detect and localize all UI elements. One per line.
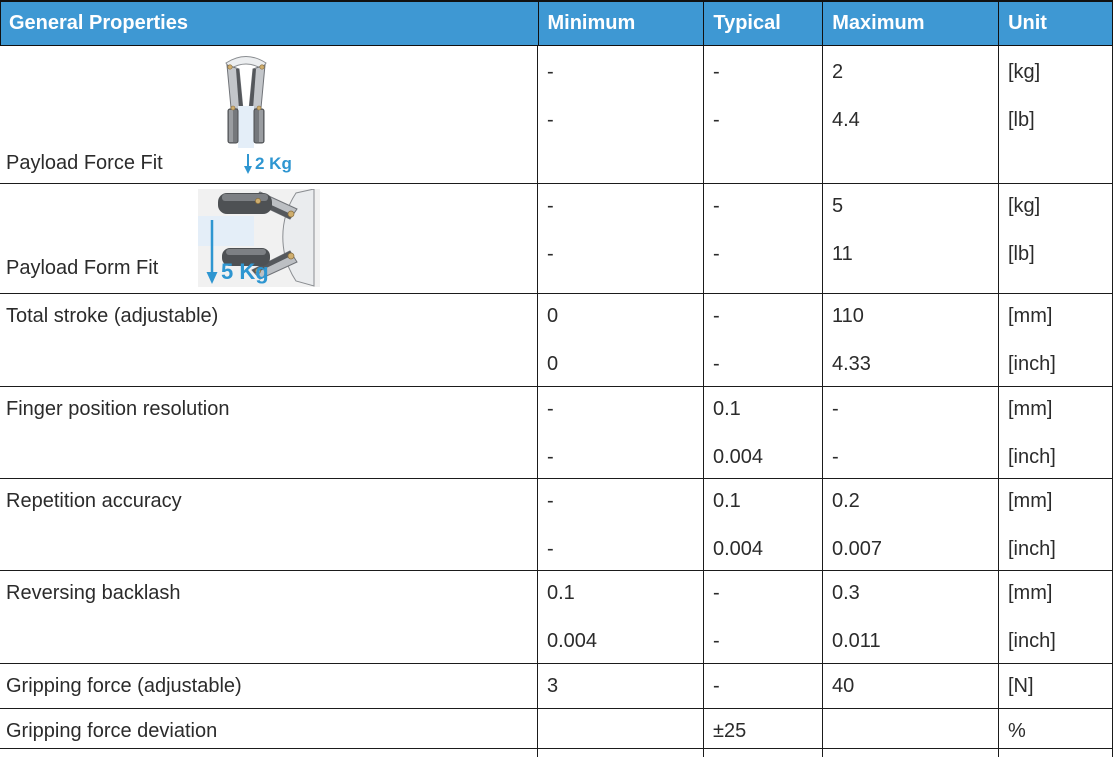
value-typ: - <box>713 675 720 697</box>
value-min: 0 <box>547 305 559 327</box>
value-min: - <box>547 538 554 560</box>
header-minimum: Minimum <box>537 2 704 45</box>
value-typ: 0.1 <box>713 398 741 420</box>
table-row-gripping-force-deviation: Gripping force deviation ±25 % <box>0 709 1113 749</box>
table-header-row: General Properties Minimum Typical Maxim… <box>0 0 1113 46</box>
row-label: Payload Form Fit <box>6 257 159 279</box>
value-min: 0.1 <box>547 582 575 604</box>
value-typ: 0.1 <box>713 490 741 512</box>
value-max <box>832 717 998 745</box>
row-label: Payload Force Fit <box>6 152 163 174</box>
payload-form-fit-badge: 5 Kg <box>206 220 269 284</box>
value-min <box>547 717 703 745</box>
value-unit: [N] <box>1008 675 1034 697</box>
gripper-form-fit-image <box>198 188 320 293</box>
header-typical: Typical <box>703 2 822 45</box>
row-label: Gripping force deviation <box>6 720 218 742</box>
value-unit: [mm] <box>1008 582 1053 604</box>
value-max: 0.007 <box>832 538 883 560</box>
header-general-properties: General Properties <box>9 12 188 34</box>
payload-badge-label: 5 Kg <box>221 259 269 284</box>
value-min: 3 <box>547 675 559 697</box>
value-max: 2 <box>832 61 844 83</box>
value-max: 110 <box>832 305 864 327</box>
table-row-gripping-force: Gripping force (adjustable) 3 - 40 [N] <box>0 664 1113 709</box>
value-max: 5 <box>832 195 844 217</box>
table-row-repetition-accuracy: Repetition accuracy - - 0.1 0.004 0.2 0.… <box>0 479 1113 571</box>
payload-badge-label: 2 Kg <box>255 154 292 173</box>
value-min: - <box>547 490 554 512</box>
value-min: 0 <box>547 353 559 375</box>
value-typ: - <box>713 61 720 83</box>
value-typ: - <box>713 353 720 375</box>
value-max: 11 <box>832 243 853 265</box>
value-unit: [inch] <box>1008 630 1056 652</box>
value-min: - <box>547 195 554 217</box>
value-unit: [inch] <box>1008 446 1056 468</box>
table-row-payload-force-fit: 2 Kg Payload Force Fit - - - - 2 4.4 [kg… <box>0 46 1113 184</box>
value-unit: [mm] <box>1008 398 1053 420</box>
value-max: - <box>832 446 839 468</box>
value-unit: [inch] <box>1008 353 1056 375</box>
down-arrow-icon <box>244 154 252 174</box>
value-max: 0.011 <box>832 630 881 652</box>
row-label: Gripping force (adjustable) <box>6 675 242 697</box>
row-label: Repetition accuracy <box>6 490 182 512</box>
value-unit: [lb] <box>1008 243 1035 265</box>
value-typ: - <box>713 582 720 604</box>
value-typ: 0.004 <box>713 538 764 560</box>
value-unit: [lb] <box>1008 109 1035 131</box>
value-unit: [inch] <box>1008 538 1056 560</box>
value-unit: [kg] <box>1008 61 1041 83</box>
value-max: 0.3 <box>832 582 860 604</box>
value-typ: - <box>713 195 720 217</box>
value-min: - <box>547 61 554 83</box>
row-label: Total stroke (adjustable) <box>6 305 219 327</box>
value-unit: % <box>1008 720 1026 742</box>
header-maximum: Maximum <box>822 2 998 45</box>
value-min: 0.004 <box>547 630 598 652</box>
value-max: 4.33 <box>832 353 871 375</box>
value-max: - <box>832 398 839 420</box>
value-unit: [kg] <box>1008 195 1041 217</box>
value-unit: [mm] <box>1008 490 1053 512</box>
value-typ: - <box>713 243 720 265</box>
value-typ: - <box>713 630 720 652</box>
value-min: - <box>547 109 554 131</box>
table-row-payload-form-fit: 5 Kg Payload Form Fit - - - - 5 11 [kg] … <box>0 184 1113 294</box>
table-row-reversing-backlash: Reversing backlash 0.1 0.004 - - 0.3 0.0… <box>0 571 1113 664</box>
value-typ: - <box>713 109 720 131</box>
value-typ: 0.004 <box>713 446 764 468</box>
value-max: 40 <box>832 675 855 697</box>
value-min: - <box>547 398 554 420</box>
gripper-force-fit-image <box>216 52 276 156</box>
value-max: 4.4 <box>832 109 860 131</box>
value-typ: - <box>713 305 720 327</box>
table-row-partial <box>0 749 1113 757</box>
header-unit: Unit <box>998 2 1113 45</box>
down-arrow-icon <box>206 220 218 284</box>
value-typ: ±25 <box>713 720 747 742</box>
value-max: 0.2 <box>832 490 860 512</box>
payload-force-fit-badge: 2 Kg <box>243 153 292 174</box>
value-min: - <box>547 446 554 468</box>
row-label: Finger position resolution <box>6 398 230 420</box>
row-label: Reversing backlash <box>6 582 181 604</box>
table-row-total-stroke: Total stroke (adjustable) 0 0 - - 110 4.… <box>0 294 1113 387</box>
table-row-finger-position-resolution: Finger position resolution - - 0.1 0.004… <box>0 387 1113 479</box>
value-min: - <box>547 243 554 265</box>
value-unit: [mm] <box>1008 305 1053 327</box>
